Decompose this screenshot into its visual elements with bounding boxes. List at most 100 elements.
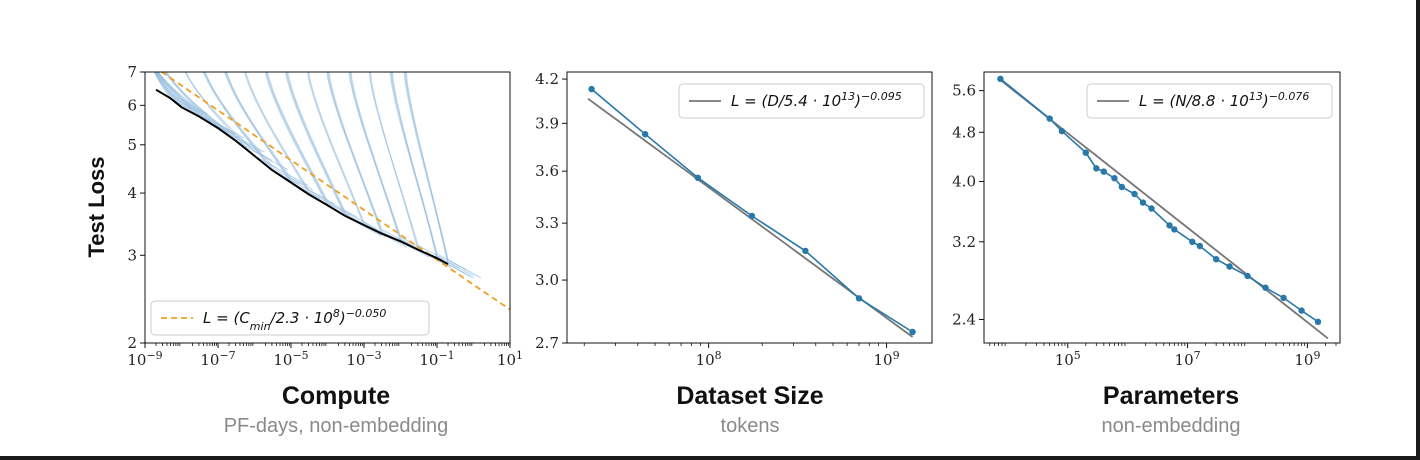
x-tick-label: 109 bbox=[874, 349, 900, 370]
y-tick-label: 5.6 bbox=[952, 82, 976, 100]
y-tick-label: 2 bbox=[127, 334, 137, 352]
y-tick-label: 7 bbox=[127, 63, 137, 81]
training-curve bbox=[391, 72, 474, 279]
training-curve bbox=[204, 72, 298, 185]
panel-1-title: Compute bbox=[281, 382, 391, 410]
panel-3-subtitle: non-embedding bbox=[1101, 415, 1241, 437]
panel-2-axes-frame bbox=[566, 71, 933, 344]
x-tick-label: 10−1 bbox=[419, 349, 454, 370]
data-point bbox=[1189, 238, 1196, 245]
x-tick-label: 101 bbox=[497, 349, 523, 370]
y-tick-label: 3.0 bbox=[535, 271, 559, 289]
panel-2: 108 109 2.7 3.0 3.3 3.6 3.9 4.2 L = (D/5.4 · 101… bbox=[535, 70, 933, 370]
data-point bbox=[1046, 115, 1053, 122]
panel-1: 10−9 10−7 10−5 10−3 10−1 101 2 3 4 5 6 7 L = (Cmin/2… bbox=[127, 63, 523, 370]
training-curve bbox=[350, 72, 438, 260]
training-curve bbox=[349, 72, 430, 258]
training-curve bbox=[285, 72, 382, 237]
training-curve bbox=[369, 72, 452, 269]
training-curve bbox=[405, 72, 471, 277]
data-series-line bbox=[591, 88, 914, 333]
training-curve bbox=[155, 72, 204, 116]
data-point bbox=[642, 131, 649, 138]
data-point bbox=[1131, 190, 1138, 198]
data-point bbox=[1139, 199, 1147, 206]
x-tick-label: 10−7 bbox=[200, 349, 235, 370]
data-point bbox=[1148, 205, 1155, 212]
y-tick-label: 5 bbox=[127, 136, 137, 154]
panel-1-plot-area bbox=[153, 72, 510, 311]
y-tick-label: 3.3 bbox=[535, 214, 559, 232]
training-curve bbox=[225, 72, 321, 199]
y-tick-label: 4.0 bbox=[952, 173, 976, 191]
training-curve bbox=[403, 72, 474, 277]
x-tick-label: 105 bbox=[1055, 349, 1081, 370]
data-point bbox=[1166, 222, 1173, 229]
legend-box bbox=[1086, 83, 1333, 119]
training-curve bbox=[286, 72, 371, 229]
data-point bbox=[1280, 294, 1287, 302]
y-tick-label: 4.8 bbox=[952, 123, 976, 141]
power-law-fit-line bbox=[160, 72, 510, 311]
legend-box bbox=[150, 300, 430, 336]
data-point bbox=[1298, 307, 1305, 314]
panel-2-plot-area bbox=[587, 85, 916, 338]
training-curve bbox=[265, 72, 350, 216]
data-point bbox=[802, 247, 809, 255]
data-point bbox=[1196, 242, 1204, 250]
training-curve bbox=[244, 72, 346, 213]
panel-2-title: Dataset Size bbox=[676, 382, 824, 410]
y-tick-label: 3 bbox=[127, 246, 137, 264]
legend-box bbox=[678, 83, 925, 119]
data-point bbox=[855, 295, 863, 302]
data-point bbox=[694, 174, 702, 181]
data-point bbox=[1100, 168, 1108, 175]
panel-1-caption: Compute PF-days, non-embedding bbox=[156, 382, 516, 438]
x-tick-label: 10−5 bbox=[273, 349, 308, 370]
data-point bbox=[748, 212, 756, 220]
training-curve bbox=[328, 72, 415, 250]
legend-label: L = (N/8.8 · 1013)−0.076 bbox=[1139, 90, 1309, 111]
data-point bbox=[1082, 149, 1090, 156]
training-curve bbox=[307, 72, 387, 238]
y-tick-label: 2.4 bbox=[952, 310, 976, 328]
training-curve bbox=[264, 72, 361, 224]
panel-3-axes-frame bbox=[983, 71, 1341, 344]
panel-2-subtitle: tokens bbox=[720, 415, 780, 437]
data-point bbox=[1262, 284, 1269, 291]
panel-3: 105 107 109 2.4 3.2 4.0 4.8 5.6 L = (N/8.8 · 101… bbox=[952, 71, 1341, 370]
data-point bbox=[1171, 226, 1178, 233]
y-tick-label: 3.2 bbox=[952, 233, 976, 251]
x-tick-label: 10−3 bbox=[346, 349, 381, 370]
training-curve bbox=[287, 72, 379, 231]
training-curve bbox=[202, 72, 302, 185]
y-tick-label: 2.7 bbox=[535, 334, 559, 352]
legend-label: L = (D/5.4 · 1013)−0.095 bbox=[731, 90, 902, 111]
training-curve bbox=[153, 72, 193, 111]
data-point bbox=[1111, 175, 1118, 182]
x-tick-label: 108 bbox=[696, 349, 722, 370]
data-point bbox=[1226, 263, 1233, 270]
legend-label: L = (Cmin/2.3 · 108)−0.050 bbox=[203, 307, 386, 333]
training-curve bbox=[404, 72, 482, 279]
data-point bbox=[909, 328, 916, 336]
data-point bbox=[1093, 165, 1100, 172]
training-curve bbox=[154, 72, 200, 113]
frame-right-border bbox=[1416, 0, 1420, 460]
training-curve bbox=[154, 72, 215, 124]
training-curve bbox=[164, 72, 273, 161]
x-tick-label: 107 bbox=[1175, 349, 1201, 370]
training-curve bbox=[327, 72, 408, 248]
data-point bbox=[1244, 272, 1251, 280]
panel-3-title: Parameters bbox=[1102, 382, 1240, 410]
panel-3-caption: Parameters non-embedding bbox=[991, 382, 1351, 438]
panel-2-caption: Dataset Size tokens bbox=[570, 382, 930, 438]
training-curve bbox=[185, 72, 277, 169]
training-curve bbox=[266, 72, 357, 218]
compute-efficient-frontier bbox=[155, 88, 449, 265]
data-point bbox=[1118, 183, 1126, 191]
y-tick-label: 6 bbox=[127, 96, 137, 114]
data-series-line bbox=[999, 78, 1319, 323]
